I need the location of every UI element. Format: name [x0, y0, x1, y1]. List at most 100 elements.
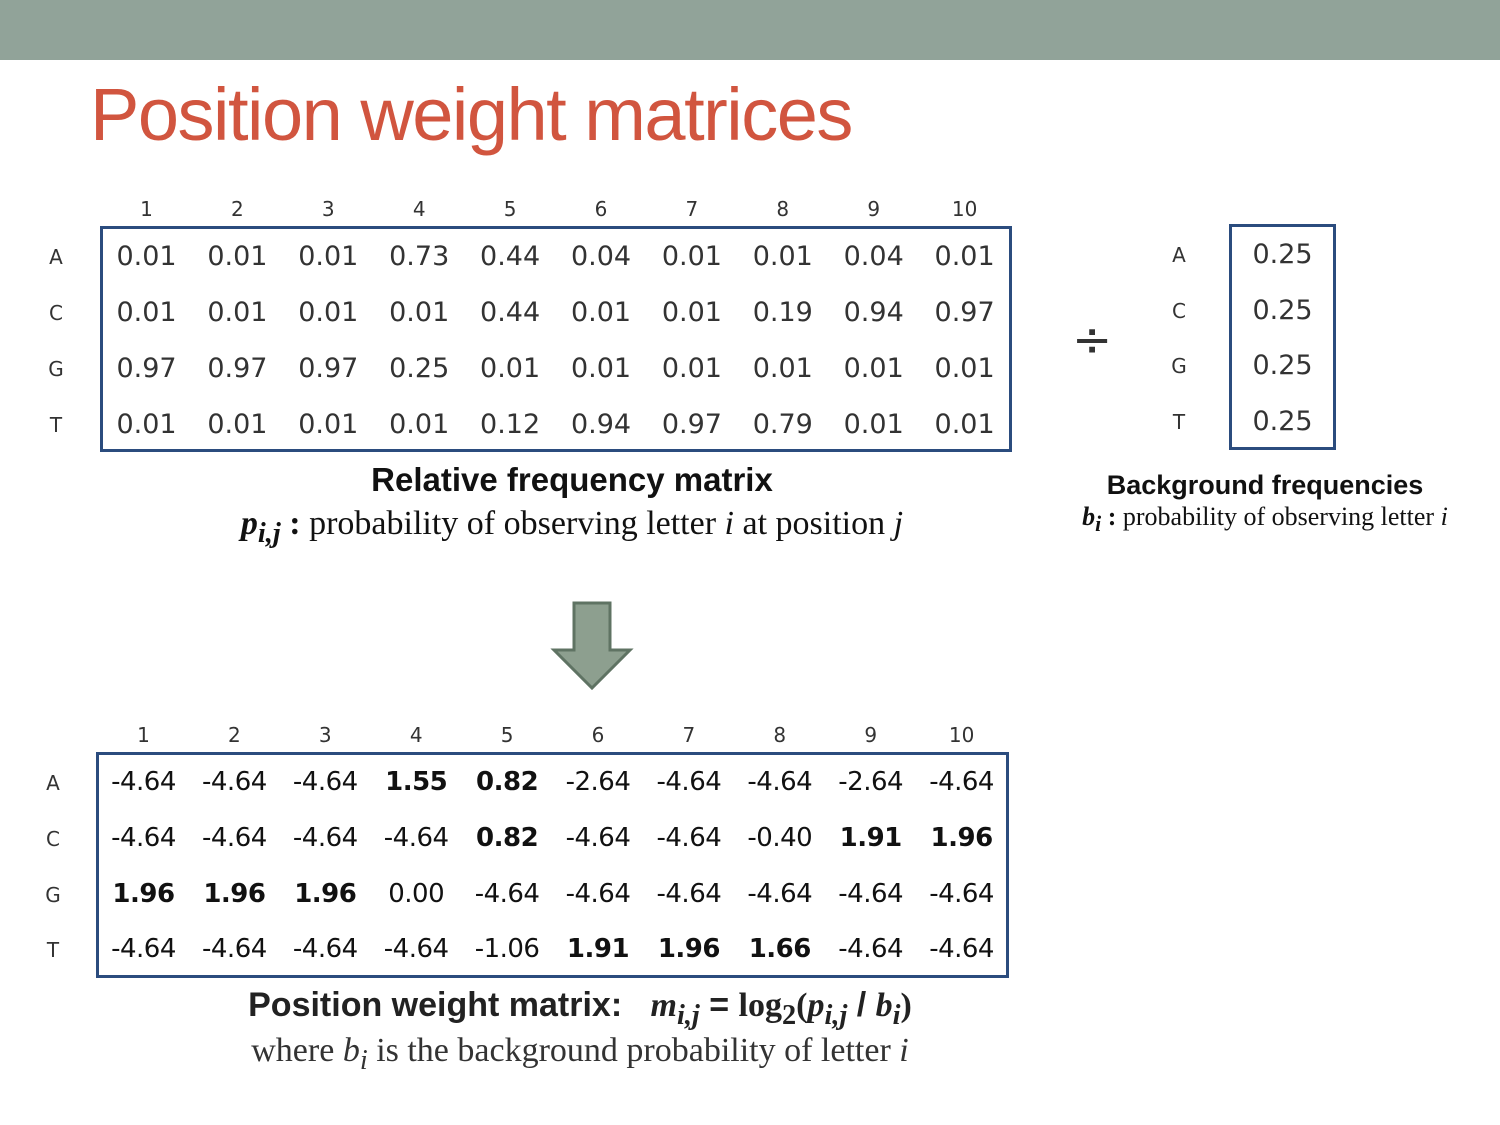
frequency-column-header: 1 [140, 197, 153, 221]
weight-row-label: G [45, 883, 61, 907]
frequency-cell: 0.01 [116, 297, 177, 328]
weight-cell: -4.64 [747, 879, 813, 909]
weight-caption-title: Position weight matrix: [248, 986, 623, 1024]
var-i: i [724, 505, 734, 542]
weight-cell: 1.96 [112, 879, 175, 909]
weight-cell: -4.64 [838, 879, 904, 909]
frequency-cell: 0.97 [934, 297, 995, 328]
weight-row-label: C [46, 827, 60, 851]
m-subscript: i,j [676, 999, 700, 1031]
weight-cell: 0.82 [476, 823, 539, 853]
weight-cell: 1.55 [385, 767, 448, 797]
weight-column-header: 9 [864, 723, 878, 747]
frequency-cell: 0.97 [116, 353, 177, 384]
weight-column-header: 1 [137, 723, 150, 747]
frequency-cell: 0.04 [843, 241, 904, 272]
weight-column-header: 2 [228, 723, 241, 747]
top-bar [0, 0, 1500, 60]
equals: = [699, 986, 739, 1024]
var-i: i [899, 1032, 909, 1069]
log-base: 2 [782, 999, 797, 1031]
background-row-label: A [1172, 243, 1186, 267]
weight-cell: -4.64 [929, 879, 994, 909]
definition-text: probability of observing letter [1122, 502, 1441, 531]
weight-cell: -4.64 [111, 934, 176, 964]
weight-cell: 1.96 [203, 879, 266, 909]
frequency-cell: 0.01 [207, 241, 268, 272]
open-paren: ( [796, 987, 808, 1024]
weight-cell: 1.96 [930, 823, 994, 853]
frequency-cell: 0.73 [389, 241, 450, 272]
weight-row-label: T [46, 938, 60, 962]
weight-cell: -4.64 [292, 823, 358, 853]
weight-cell: -4.64 [656, 767, 722, 797]
weight-cell: -4.64 [656, 823, 722, 853]
b-symbol: b [1082, 502, 1096, 531]
p-symbol: p [807, 987, 825, 1024]
frequency-cell: 0.01 [389, 297, 450, 328]
frequency-cell: 0.01 [934, 241, 995, 272]
frequency-cell: 0.01 [661, 353, 722, 384]
arrow-down-icon [550, 601, 634, 691]
m-symbol: m [650, 987, 677, 1024]
weight-column-header: 8 [773, 723, 787, 747]
frequency-cell: 0.01 [661, 241, 722, 272]
frequency-cell: 0.01 [752, 353, 813, 384]
divide-icon: ÷ [1072, 312, 1113, 368]
frequency-cell: 0.97 [298, 353, 359, 384]
frequency-cell: 0.19 [752, 297, 813, 328]
slash: / [847, 986, 876, 1024]
frequency-cell: 0.01 [298, 409, 359, 440]
frequency-cell: 0.01 [843, 409, 904, 440]
weight-caption-formula: Position weight matrix: mi,j = log2(pi,j… [100, 986, 1060, 1032]
frequency-column-header: 2 [231, 197, 244, 221]
background-cell: 0.25 [1252, 406, 1313, 437]
weight-column-header: 10 [948, 723, 975, 747]
var-i: i [1440, 502, 1448, 531]
weight-cell: -0.40 [747, 823, 813, 853]
frequency-column-header: 6 [594, 197, 608, 221]
frequency-cell: 0.01 [116, 241, 177, 272]
frequency-caption-title: Relative frequency matrix [371, 461, 773, 498]
weight-cell: -4.64 [111, 823, 176, 853]
weight-cell: -4.64 [292, 934, 358, 964]
background-caption-definition: bi : probability of observing letter i [1058, 502, 1472, 537]
weight-cell: -4.64 [747, 767, 813, 797]
note-text: where [251, 1032, 343, 1069]
definition-text: probability of observing letter [309, 505, 725, 542]
frequency-row-label: C [49, 301, 63, 325]
var-j: j [893, 505, 904, 542]
frequency-cell: 0.44 [480, 297, 541, 328]
weight-cell: -4.64 [383, 823, 449, 853]
frequency-cell: 0.94 [843, 297, 904, 328]
weight-cell: -4.64 [202, 823, 267, 853]
frequency-column-header: 10 [951, 197, 978, 221]
frequency-cell: 0.01 [389, 409, 450, 440]
weight-cell: -4.64 [202, 934, 267, 964]
frequency-cell: 0.97 [207, 353, 268, 384]
weight-row-label: A [46, 771, 60, 795]
weight-cell: -2.64 [838, 767, 904, 797]
log-text: log [738, 987, 782, 1024]
frequency-cell: 0.44 [480, 241, 541, 272]
background-cell: 0.25 [1252, 350, 1313, 381]
weight-cell: 0.00 [388, 879, 445, 909]
note-text-2: is the background probability of letter [367, 1032, 900, 1069]
b-symbol: b [875, 987, 893, 1024]
frequency-cell: 0.01 [480, 353, 541, 384]
background-box [1229, 224, 1336, 450]
colon: : [1101, 502, 1123, 531]
frequency-cell: 0.94 [570, 409, 632, 440]
b-subscript: i [892, 999, 901, 1031]
frequency-caption-definition: pi,j : probability of observing letter i… [102, 505, 1042, 550]
weight-cell: -4.64 [929, 934, 994, 964]
p-subscript: i,j [257, 517, 281, 549]
weight-cell: -4.64 [565, 879, 631, 909]
frequency-column-header: 4 [412, 197, 426, 221]
frequency-column-header: 7 [685, 197, 699, 221]
background-cell: 0.25 [1252, 295, 1313, 326]
weight-cell: -4.64 [383, 934, 449, 964]
weight-matrix-box [96, 752, 1009, 978]
weight-column-header: 6 [591, 723, 605, 747]
frequency-cell: 0.01 [843, 353, 904, 384]
